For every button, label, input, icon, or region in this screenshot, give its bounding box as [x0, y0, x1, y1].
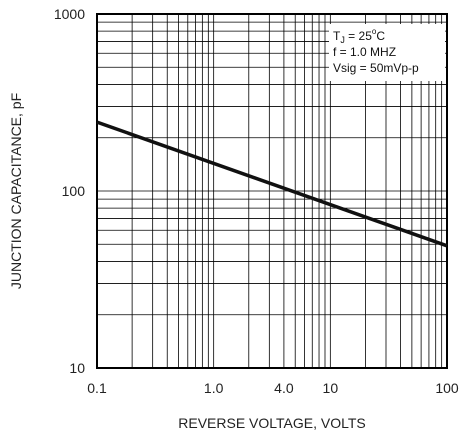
- y-tick-label: 10: [69, 360, 85, 376]
- series-line: [96, 120, 448, 248]
- y-tick-label: 1000: [54, 6, 85, 22]
- y-tick-labels: 10 100 1000: [54, 6, 85, 376]
- y-tick-label: 100: [62, 183, 86, 199]
- x-axis-label: REVERSE VOLTAGE, VOLTS: [178, 415, 366, 431]
- legend-background: [329, 24, 445, 81]
- x-tick-label: 0.1: [87, 380, 107, 396]
- series-group: [96, 120, 448, 248]
- x-tick-label: 10: [323, 380, 339, 396]
- plot-frame: [96, 13, 448, 369]
- x-tick-label: 100: [435, 380, 459, 396]
- legend-line: TJ = 25oC: [333, 27, 385, 45]
- legend-line: Vsig = 50mVp-p: [333, 61, 419, 75]
- legend-line: f = 1.0 MHZ: [333, 45, 396, 59]
- x-tick-labels: 0.1 1.0 4.0 10 100: [87, 380, 459, 396]
- x-tick-label: 4.0: [274, 380, 294, 396]
- y-axis-label: JUNCTION CAPACITANCE, pF: [8, 93, 24, 289]
- x-tick-label: 1.0: [204, 380, 224, 396]
